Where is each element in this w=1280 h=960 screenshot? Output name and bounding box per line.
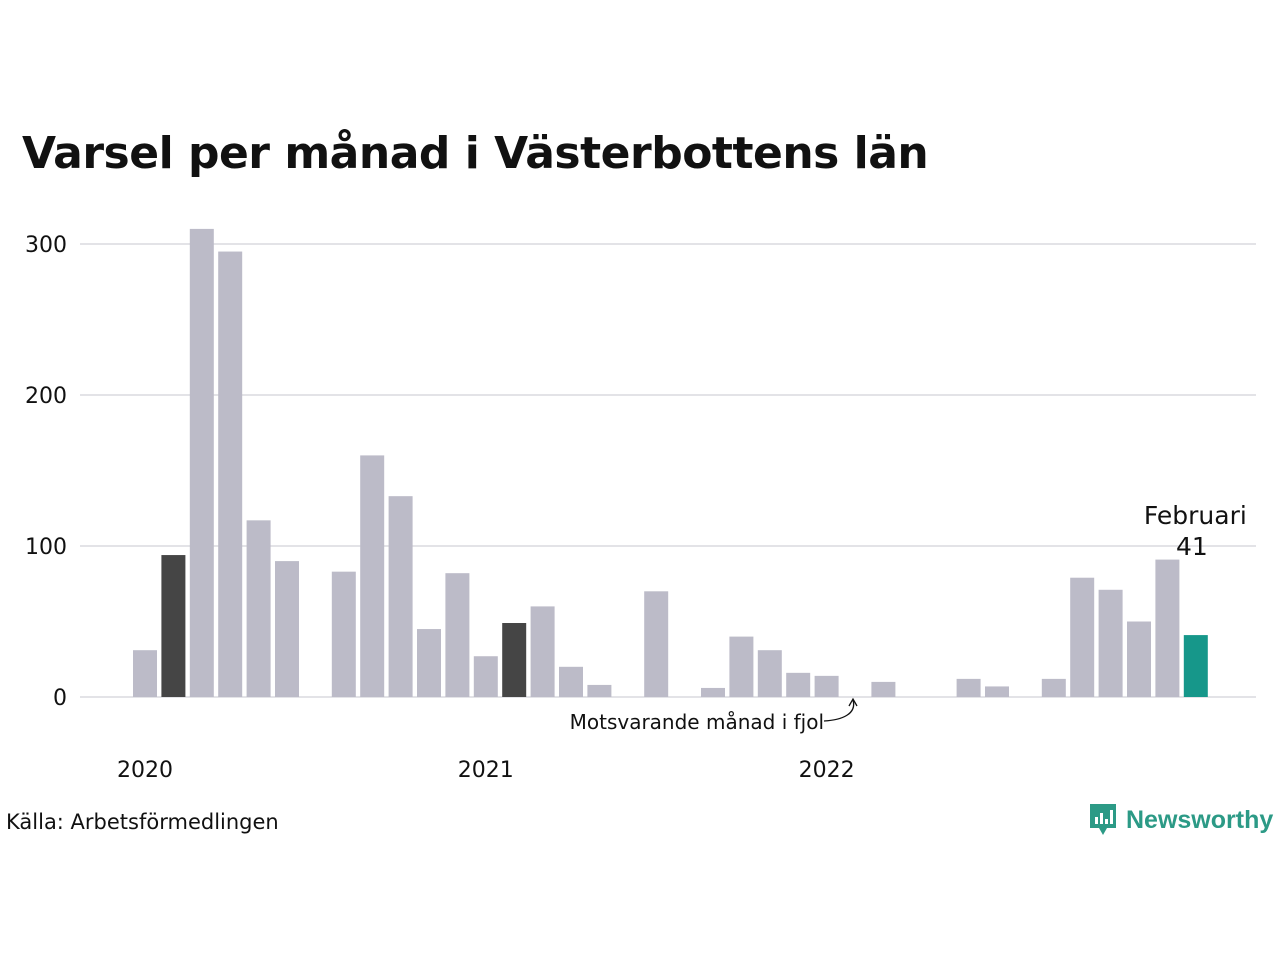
x-tick-label-2021: 2021	[458, 758, 514, 783]
bar-22	[757, 650, 782, 697]
bar-10	[417, 629, 441, 697]
bar-35	[1127, 621, 1151, 697]
bar-16	[587, 684, 612, 697]
bar-36	[1155, 559, 1180, 697]
bar-33	[1070, 577, 1095, 697]
x-tick-label-2022: 2022	[799, 758, 855, 783]
bar-5	[275, 561, 299, 697]
bar-26	[871, 681, 896, 697]
comparison-arrow	[823, 699, 855, 722]
newsworthy-logo-icon	[1090, 804, 1116, 835]
bar-37	[1183, 635, 1208, 697]
bar-0	[133, 650, 157, 697]
bar-1	[161, 555, 186, 697]
x-axis-ticks: 2020 2021 2022	[117, 758, 855, 783]
bar-23	[786, 672, 811, 697]
bar-14	[530, 606, 555, 697]
bar-15	[559, 666, 583, 697]
bar-32	[1041, 678, 1066, 697]
bar-4	[246, 520, 271, 697]
bar-30	[985, 686, 1009, 697]
latest-value-label: 41	[1176, 532, 1208, 561]
bars	[133, 228, 1208, 698]
bar-13	[502, 623, 527, 697]
bar-24	[814, 675, 839, 697]
bar-18	[644, 591, 669, 697]
x-tick-label-2020: 2020	[117, 758, 173, 783]
bar-21	[729, 636, 754, 697]
y-tick-label-300: 300	[25, 233, 67, 258]
bar-7	[331, 571, 356, 697]
bar-8	[360, 455, 385, 697]
bar-34	[1098, 589, 1123, 697]
comparison-arrow-head	[848, 697, 858, 707]
bar-9	[388, 496, 413, 697]
brand-name: Newsworthy	[1126, 805, 1274, 834]
source-note: Källa: Arbetsförmedlingen	[6, 810, 279, 834]
bar-2	[189, 228, 214, 697]
bar-3	[218, 251, 243, 698]
comparison-label: Motsvarande månad i fjol	[570, 710, 824, 734]
y-axis-ticks: 0 100 200 300	[25, 233, 67, 711]
bar-20	[701, 687, 725, 697]
bar-11	[445, 573, 470, 697]
latest-month-label: Februari	[1144, 501, 1247, 530]
y-tick-label-100: 100	[25, 535, 67, 560]
chart-title: Varsel per månad i Västerbottens län	[22, 128, 929, 179]
y-tick-label-200: 200	[25, 384, 67, 409]
bar-12	[473, 656, 498, 697]
y-tick-label-0: 0	[53, 686, 67, 711]
bar-29	[956, 678, 981, 697]
newsworthy-logo: Newsworthy	[1088, 802, 1273, 838]
